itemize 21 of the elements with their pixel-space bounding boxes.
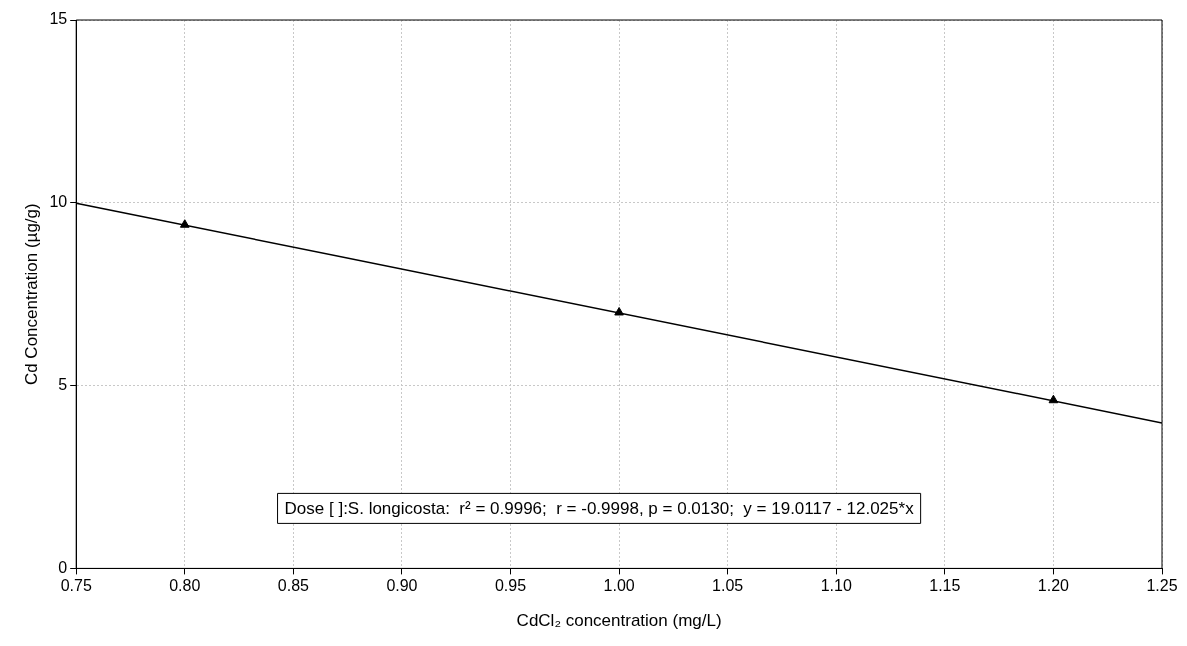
y-axis-title: Cd Concentration (µg/g) (21, 203, 41, 386)
y-tick-label: 15 (49, 10, 68, 28)
annotation: Dose [ ]:S. longicosta: r² = 0.9996; r = -0.9998, p = 0.0130; y = 19.0117 - 12.025*x (284, 499, 915, 519)
point (179, 219, 190, 228)
x-tick-label: 1.05 (712, 577, 744, 595)
x-tick-label: 1.15 (929, 577, 961, 595)
x-tick-label: 0.95 (494, 577, 527, 595)
x-tick-label: 1.10 (820, 577, 852, 595)
y-tick-label: 5 (58, 376, 68, 394)
y-tick-label: 0 (58, 558, 68, 576)
x-axis-title: CdCl₂ concentration (mg/L) (516, 611, 722, 631)
x-tick-label: 1.25 (1146, 577, 1178, 595)
x-tick-label: 0.90 (386, 577, 418, 595)
point (614, 306, 624, 316)
x-tick-label: 1.00 (603, 577, 635, 595)
x-tick-label: 0.80 (169, 577, 201, 595)
x-tick-label: 1.20 (1037, 577, 1070, 595)
point (1048, 394, 1059, 404)
y-tick-label: 10 (49, 193, 68, 211)
x-tick-label: 0.75 (60, 577, 92, 595)
x-tick-label: 0.85 (277, 577, 310, 595)
